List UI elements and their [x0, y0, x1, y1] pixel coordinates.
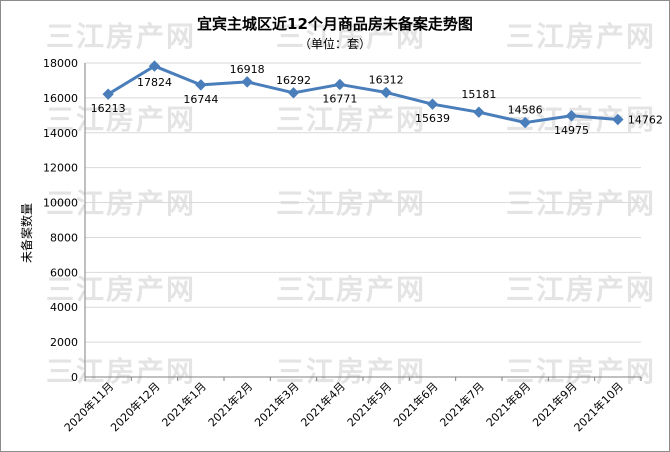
watermark-text-11: 三江房产网 [506, 273, 656, 306]
y-tick-label: 16000 [43, 92, 78, 105]
watermark-text-10: 三江房产网 [276, 273, 426, 306]
watermark-text-5: 三江房产网 [506, 103, 656, 136]
watermark-text-13: 三江房产网 [276, 355, 426, 388]
watermark-text-7: 三江房产网 [276, 187, 426, 220]
data-label-4: 16292 [276, 74, 311, 87]
data-label-11: 14762 [628, 113, 663, 126]
y-axis-label: 未备案数量 [19, 203, 34, 263]
chart-title: 宜宾主城区近12个月商品房未备案走势图 [197, 15, 473, 33]
data-point-6 [380, 86, 392, 99]
data-label-0: 16213 [91, 102, 126, 115]
gridlines [85, 62, 641, 343]
y-tick-label: 0 [71, 371, 78, 384]
series-line [107, 64, 618, 125]
watermark-text-4: 三江房产网 [276, 103, 426, 136]
data-label-5: 16771 [322, 92, 357, 105]
data-point-9 [519, 116, 531, 129]
watermark-text-9: 三江房产网 [46, 273, 196, 306]
data-point-5 [334, 78, 346, 91]
data-label-10: 14975 [554, 124, 589, 137]
data-label-9: 14586 [508, 104, 543, 117]
watermark-text-2: 三江房产网 [506, 20, 656, 53]
y-tick-label: 12000 [43, 162, 78, 175]
data-label-6: 16312 [369, 73, 404, 86]
watermark-text-0: 三江房产网 [46, 20, 196, 53]
data-point-2 [195, 79, 207, 91]
watermark-text-8: 三江房产网 [506, 187, 656, 220]
y-tick-label: 10000 [43, 197, 78, 210]
data-point-0 [102, 88, 114, 100]
data-point-4 [287, 87, 300, 99]
data-label-2: 16744 [183, 93, 218, 106]
watermark-text-12: 三江房产网 [46, 355, 196, 388]
watermark-text-6: 三江房产网 [46, 187, 196, 220]
data-label-3: 16918 [230, 63, 265, 76]
data-label-1: 17824 [137, 76, 172, 89]
data-point-7 [426, 98, 439, 110]
y-tick-label: 8000 [50, 231, 78, 244]
data-point-3 [241, 76, 253, 88]
y-tick-label: 4000 [50, 301, 78, 314]
y-tick-label: 2000 [50, 336, 78, 349]
data-label-8: 15181 [461, 88, 496, 101]
data-point-8 [473, 106, 485, 118]
data-label-7: 15639 [415, 112, 450, 125]
data-point-1 [148, 60, 161, 72]
watermark-text-3: 三江房产网 [46, 103, 196, 136]
chart-subtitle: （单位：套） [299, 36, 371, 51]
data-point-11 [612, 113, 624, 126]
y-tick-label: 18000 [43, 57, 78, 70]
watermark-text-14: 三江房产网 [506, 355, 656, 388]
data-point-10 [565, 110, 578, 122]
data-labels: 16213 17824 16744 16918 16292 16771 16312 15639… [91, 63, 663, 137]
y-tick-label: 14000 [43, 127, 78, 140]
series [102, 60, 624, 129]
x-tick-label: 2021年2月 [205, 379, 255, 429]
watermark-text-1: 三江房产网 [276, 20, 426, 53]
y-tick-label: 6000 [50, 266, 78, 279]
x-tick-label: 2021年7月 [437, 379, 487, 429]
